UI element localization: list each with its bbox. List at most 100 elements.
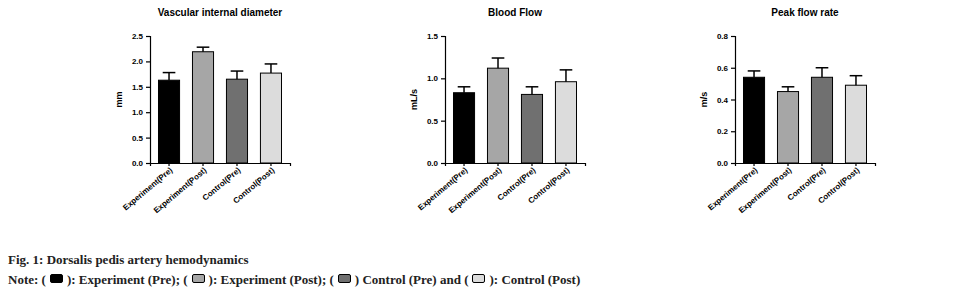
error-bar-cap <box>782 86 795 88</box>
y-tick-mark <box>441 78 445 79</box>
error-bar-cap <box>492 57 505 59</box>
x-axis: Experiment(Pre)Experiment(Post)Control(P… <box>416 163 585 215</box>
note-text: ): Experiment (Pre); ( <box>67 272 188 287</box>
y-tick-label: 0.4 <box>717 96 729 105</box>
y-tick-label: 0.0 <box>132 159 144 168</box>
bar <box>777 92 798 163</box>
y-tick-mark <box>731 68 735 69</box>
error-bar-cap <box>231 70 244 72</box>
error-bar <box>816 68 829 78</box>
chart-title: Peak flow rate <box>771 7 839 18</box>
error-bar <box>748 71 761 77</box>
x-tick: Control(Post) <box>231 163 276 205</box>
error-bar <box>850 76 863 86</box>
y-tick-mark <box>146 36 150 37</box>
y-tick: 0.2 <box>717 127 735 136</box>
error-bar-stem <box>531 87 533 95</box>
note-text: ): Experiment (Post); ( <box>209 272 334 287</box>
y-tick-label: 2.5 <box>132 32 144 41</box>
note-text: Note: ( <box>8 272 46 287</box>
error-bar-cap <box>526 86 539 88</box>
note-swatch <box>50 274 63 283</box>
error-bar <box>265 64 278 73</box>
bar <box>192 52 213 163</box>
error-bar <box>782 87 795 92</box>
x-tick-mark <box>787 163 788 166</box>
y-axis: 0.0 0.5 1.0 1.5 <box>427 32 446 168</box>
error-bar <box>458 87 471 93</box>
y-tick-label: 2.0 <box>132 57 144 66</box>
bar <box>811 77 832 163</box>
y-tick-label: 0.0 <box>427 159 439 168</box>
error-bar-cap <box>163 72 176 74</box>
y-tick: 0.0 <box>717 159 735 168</box>
y-tick: 1.0 <box>132 108 150 117</box>
x-tick-mark <box>497 163 498 166</box>
y-tick-mark <box>441 163 445 164</box>
error-bar <box>163 73 176 81</box>
x-tick-mark <box>753 163 754 166</box>
error-bar-stem <box>236 71 238 79</box>
y-tick-label: 1.0 <box>132 108 144 117</box>
x-tick-mark <box>168 163 169 166</box>
error-bar-cap <box>850 75 863 77</box>
x-tick-mark <box>236 163 237 166</box>
y-tick-mark <box>731 163 735 164</box>
y-tick-label: 1.5 <box>427 32 439 41</box>
error-bar <box>492 58 505 68</box>
x-tick-mark <box>531 163 532 166</box>
y-tick: 0.0 <box>132 159 150 168</box>
error-bar-cap <box>458 86 471 88</box>
bar <box>845 85 866 163</box>
y-axis-line <box>731 37 736 164</box>
chart-title: Vascular internal diameter <box>158 7 283 18</box>
y-axis-title: m/s <box>699 92 709 108</box>
y-tick-mark <box>731 99 735 100</box>
note-text: ) Control (Pre) and ( <box>355 272 469 287</box>
x-tick: Experiment(Post) <box>737 163 794 215</box>
bar <box>521 94 542 163</box>
bar <box>260 73 281 163</box>
y-tick: 0.5 <box>427 117 445 126</box>
y-tick-mark <box>731 131 735 132</box>
error-bar-cap <box>816 67 829 69</box>
x-tick: Experiment(Post) <box>447 163 504 215</box>
y-tick-label: 0.5 <box>427 117 439 126</box>
error-bar-stem <box>168 73 170 81</box>
error-bar-cap <box>748 70 761 72</box>
y-tick: 0.4 <box>717 96 735 105</box>
caption-title: Fig. 1: Dorsalis pedis artery hemodynami… <box>8 252 248 268</box>
y-tick-mark <box>441 36 445 37</box>
bar <box>555 82 576 163</box>
error-bar-stem <box>497 58 499 68</box>
error-bar <box>197 47 210 52</box>
x-tick-label: Control(Post) <box>526 165 571 205</box>
chart-title: Blood Flow <box>488 7 542 18</box>
y-tick-mark <box>441 121 445 122</box>
x-tick: Experiment(Post) <box>152 163 209 215</box>
chart: 0.00.51.01.52.02.5Experiment(Pre)Experim… <box>114 7 291 215</box>
y-tick-label: 0.0 <box>717 159 729 168</box>
y-tick: 1.0 <box>427 74 445 83</box>
y-tick-mark <box>146 138 150 139</box>
error-bar-stem <box>463 87 465 93</box>
y-tick-label: 1.5 <box>132 83 144 92</box>
plot-area <box>453 58 576 163</box>
x-tick-mark <box>855 163 856 166</box>
y-axis: 0.00.51.01.52.02.5 <box>132 32 151 168</box>
error-bar-cap <box>560 69 573 71</box>
y-axis-line <box>146 37 151 164</box>
chart: 0.0 0.5 1.0 1.5 Experiment(Pre)Experiment(Po… <box>409 7 586 215</box>
y-tick-label: 0.6 <box>717 64 729 73</box>
y-tick: 1.5 <box>132 83 150 92</box>
y-tick: 2.5 <box>132 32 150 41</box>
note-swatch <box>192 274 205 283</box>
note-swatch <box>338 274 351 283</box>
y-tick: 2.0 <box>132 57 150 66</box>
y-tick: 0.6 <box>717 64 735 73</box>
y-axis: 0.00.20.40.60.8 <box>717 32 736 168</box>
x-tick-mark <box>821 163 822 166</box>
y-axis-line <box>441 37 446 164</box>
x-tick-mark <box>565 163 566 166</box>
error-bar <box>560 70 573 82</box>
